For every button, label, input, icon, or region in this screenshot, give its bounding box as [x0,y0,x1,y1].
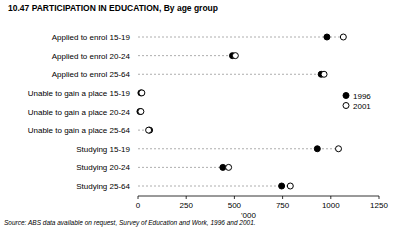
x-axis [138,196,379,197]
guide-line [138,55,235,56]
legend-marker [343,93,349,99]
chart: 10.47 PARTICIPATION IN EDUCATION, By age… [0,0,397,227]
x-tick [234,196,235,199]
x-tick [282,196,283,199]
dot [324,34,330,40]
guide-line [138,148,339,149]
guide-line [138,74,324,75]
x-tick-label: 250 [180,201,194,210]
dot [340,34,346,40]
guide-line [138,37,343,38]
source: Source: ABS data available on request, S… [4,219,256,227]
x-tick-label: 0 [136,201,141,210]
dot [279,183,285,189]
category-label: Unable to gain a place 15-19 [28,89,131,98]
category-label: Unable to gain a place 20-24 [28,108,131,117]
x-tick [138,196,139,199]
dot [226,164,232,170]
dot [314,146,320,152]
x-tick [379,196,380,199]
x-tick-label: 1000 [322,201,340,210]
dot [146,127,152,133]
dot [138,109,144,115]
category-label: Unable to gain a place 25-64 [28,126,131,135]
dot [287,183,293,189]
dot [138,90,144,96]
category-label: Studying 20-24 [76,163,130,172]
x-tick-label: 750 [276,201,290,210]
title: 10.47 PARTICIPATION IN EDUCATION, By age… [8,3,218,13]
category-label: Applied to enrol 15-19 [52,33,131,42]
dot [220,164,226,170]
dot [336,146,342,152]
legend-label: 1996 [353,92,371,101]
plot-area [137,34,346,189]
category-label: Applied to enrol 25-64 [52,70,131,79]
guide-line [138,167,229,168]
category-label: Applied to enrol 20-24 [52,52,131,61]
legend-marker [343,103,349,109]
dot [232,53,238,59]
x-tick [330,196,331,199]
legend-label: 2001 [353,102,371,111]
x-tick-label: 500 [228,201,242,210]
dot [139,90,145,96]
dot [147,127,153,133]
x-tick-label: 1250 [370,201,388,210]
guide-line [138,186,290,187]
x-tick [186,196,187,199]
category-label: Studying 25-64 [76,182,130,191]
category-label: Studying 15-19 [76,145,130,154]
dot [321,71,327,77]
dot [137,109,143,115]
